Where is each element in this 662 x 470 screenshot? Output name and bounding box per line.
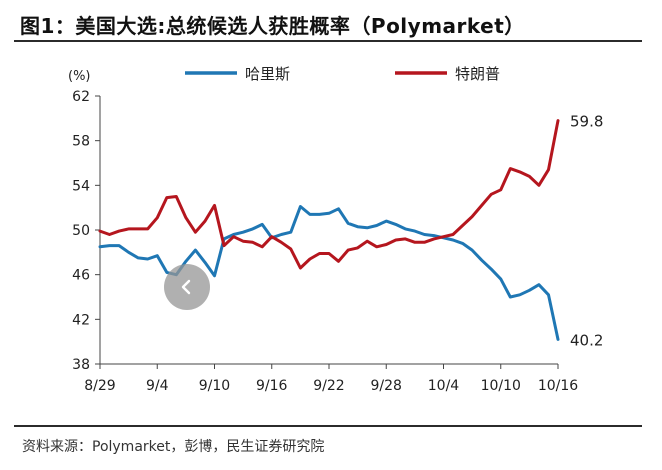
y-tick-label: 50	[72, 223, 90, 239]
prev-nav-button[interactable]	[164, 264, 210, 310]
data-labels: 59.8 40.2	[570, 113, 603, 350]
y-tick-label: 54	[72, 178, 90, 194]
source-divider	[14, 425, 642, 427]
x-tick-label: 10/16	[538, 378, 578, 394]
chart-title: 图1：美国大选:总统候选人获胜概率（Polymarket）	[20, 14, 525, 38]
x-tick-label: 8/29	[84, 378, 115, 394]
x-tick-label: 10/10	[481, 378, 521, 394]
series-lines	[98, 119, 560, 341]
chevron-left-icon	[181, 279, 191, 295]
x-tick-label: 9/16	[256, 378, 288, 394]
x-tick-label: 9/28	[371, 378, 402, 394]
legend-label: 特朗普	[455, 65, 500, 83]
title-divider	[14, 40, 642, 42]
x-tick-label: 10/4	[428, 378, 460, 394]
legend-label: 哈里斯	[245, 65, 290, 83]
y-unit-label: (%)	[68, 69, 91, 84]
end-value-label: 59.8	[570, 113, 603, 131]
source-note: 资料来源：Polymarket，彭博，民生证券研究院	[22, 439, 325, 455]
line-chart: 38 42 46 50 54 58 62 (%) 8/29 9/4 9/10 9/16 9/22 9/28…	[68, 65, 603, 394]
y-tick-label: 46	[72, 268, 90, 284]
x-tick-label: 9/10	[199, 378, 230, 394]
chart-legend: 哈里斯 特朗普	[185, 65, 500, 83]
y-tick-label: 38	[72, 357, 90, 373]
y-tick-label: 62	[72, 89, 90, 105]
x-tick-label: 9/4	[146, 378, 169, 394]
x-tick-label: 9/22	[313, 378, 344, 394]
y-tick-label: 42	[72, 312, 90, 328]
end-value-label: 40.2	[570, 331, 603, 349]
series-line-trump	[98, 119, 560, 270]
y-tick-label: 58	[72, 134, 90, 150]
chart-axes: 38 42 46 50 54 58 62 (%) 8/29 9/4 9/10 9/16 9/22 9/28…	[68, 69, 578, 394]
